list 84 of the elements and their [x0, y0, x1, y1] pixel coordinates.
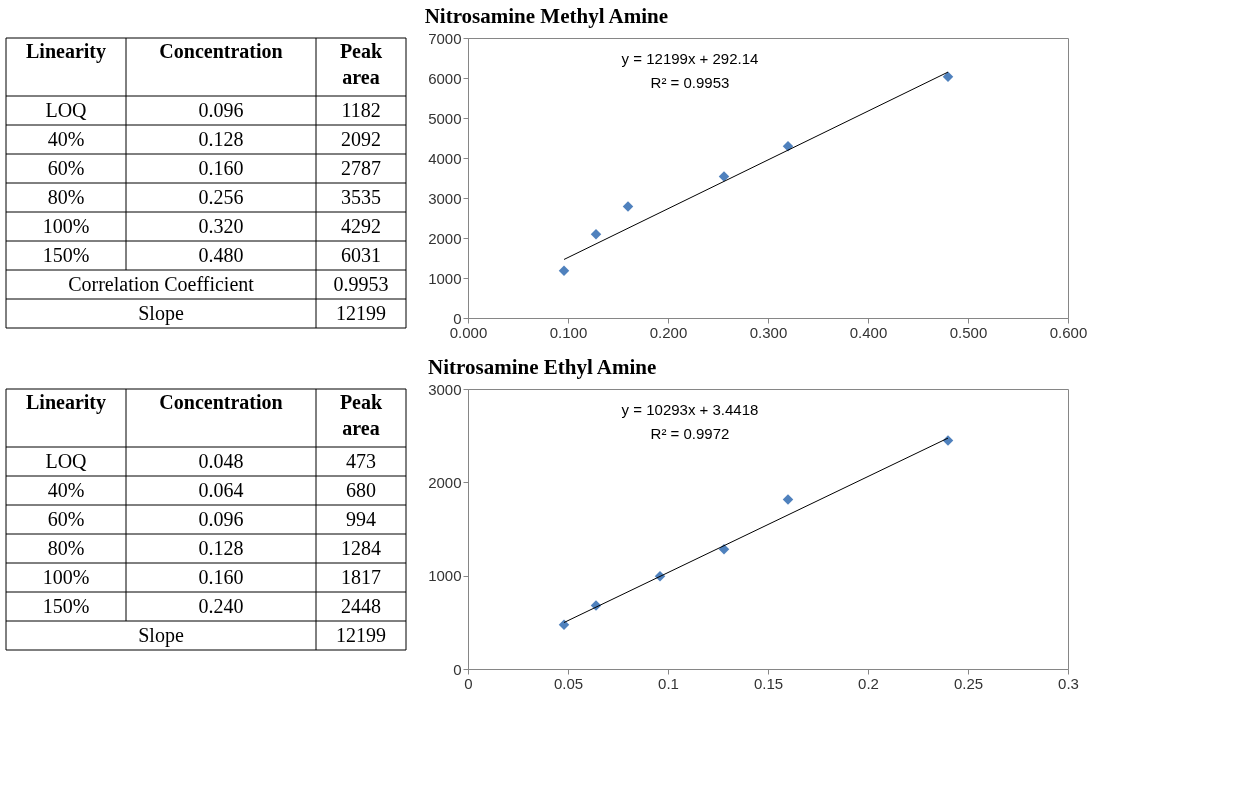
text: Correlation Coefficient	[68, 272, 255, 295]
point	[622, 201, 634, 212]
text: 0.480	[198, 243, 244, 266]
text: 80%	[47, 536, 85, 559]
text: 0.096	[198, 507, 244, 530]
y-tick-label: 4000	[428, 149, 462, 167]
chart-title: Nitrosamine Methyl Amine	[424, 3, 669, 28]
text: Linearity	[26, 40, 106, 63]
text: 1817	[341, 565, 381, 588]
text: 0.128	[198, 127, 244, 150]
text: Concentration	[159, 40, 283, 62]
y-tick-label: 2000	[428, 229, 462, 247]
text: 2092	[341, 127, 381, 150]
point	[782, 494, 794, 505]
point	[590, 229, 602, 240]
text: 0.128	[198, 536, 244, 559]
y-tick-label: 0	[453, 660, 462, 678]
text: 150%	[42, 243, 90, 266]
text: 100%	[42, 565, 90, 588]
text: 60%	[47, 507, 85, 530]
annotation: R² = 0.9972	[650, 425, 730, 442]
x-tick-label: 0.200	[649, 323, 688, 341]
text: 0.096	[198, 98, 244, 121]
text: 0.320	[198, 214, 244, 237]
y-tick-label: 2000	[428, 473, 462, 491]
text: 60%	[47, 156, 85, 179]
text: 0.160	[198, 565, 244, 588]
chart-title: Nitrosamine Ethyl Amine	[428, 354, 657, 379]
x-tick-label: 0.2	[858, 674, 879, 692]
text: 1182	[341, 98, 381, 121]
y-tick-label: 6000	[428, 69, 462, 87]
text: LOQ	[45, 98, 88, 121]
text: 3535	[341, 185, 381, 208]
point	[558, 619, 570, 631]
x-tick-label: 0.1	[658, 674, 679, 692]
text: 0.064	[198, 478, 244, 501]
text: 12199	[336, 623, 386, 646]
x-tick-label: 0.300	[749, 323, 788, 341]
text: Slope	[138, 623, 184, 647]
x-tick-label: 0.600	[1049, 323, 1088, 341]
text: 0.9953	[333, 272, 389, 295]
y-tick-label: 1000	[428, 269, 462, 287]
text: 150%	[42, 594, 90, 617]
point	[718, 543, 730, 555]
annotation: R² = 0.9953	[650, 74, 730, 91]
text: Peak area	[339, 391, 383, 439]
text: 2448	[341, 594, 381, 617]
text: 40%	[47, 127, 85, 150]
text: 473	[346, 449, 376, 472]
text: 0.160	[198, 156, 244, 179]
annotation: y = 12199x + 292.14	[621, 50, 759, 67]
text: Peak area	[339, 40, 383, 88]
annotation: y = 10293x + 3.4418	[621, 401, 759, 418]
x-tick-label: 0.3	[1058, 674, 1079, 692]
y-tick-label: 3000	[428, 380, 462, 398]
text: 0.256	[198, 185, 244, 208]
y-tick-label: 3000	[428, 189, 462, 207]
text: 0.048	[198, 449, 244, 472]
text: 12199	[336, 301, 386, 324]
x-tick-label: 0.25	[953, 674, 984, 692]
text: 2787	[341, 156, 381, 179]
y-tick-label: 5000	[428, 109, 462, 127]
text: 40%	[47, 478, 85, 501]
text: LOQ	[45, 449, 88, 472]
text: Linearity	[26, 391, 106, 414]
x-tick-label: 0.400	[849, 323, 888, 341]
text: 6031	[341, 243, 381, 266]
x-tick-label: 0.05	[553, 674, 584, 692]
y-tick-label: 1000	[428, 567, 462, 585]
x-tick-label: 0	[464, 674, 473, 692]
text: 100%	[42, 214, 90, 237]
x-tick-label: 0.500	[949, 323, 988, 341]
text: 680	[346, 478, 376, 501]
point	[558, 265, 570, 276]
text: Slope	[138, 301, 184, 325]
text: 1284	[341, 536, 381, 559]
x-tick-label: 0.100	[549, 323, 588, 341]
text: 994	[346, 507, 376, 530]
y-tick-label: 7000	[428, 29, 462, 47]
text: 80%	[47, 185, 85, 208]
text: 4292	[341, 214, 381, 237]
text: 0.240	[198, 594, 244, 617]
x-tick-label: 0.15	[753, 674, 784, 692]
text: Concentration	[159, 391, 283, 413]
